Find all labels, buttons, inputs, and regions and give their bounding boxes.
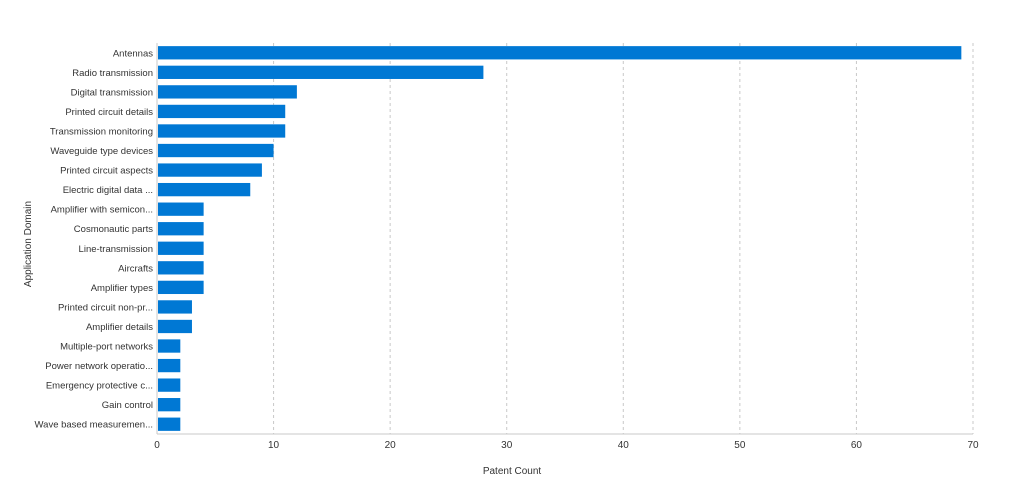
- y-tick-label: Power network operatio...: [45, 361, 153, 372]
- x-tick-label: 70: [967, 440, 979, 451]
- y-tick-label: Transmission monitoring: [50, 126, 153, 137]
- bar[interactable]: [158, 261, 204, 274]
- x-tick-label: 0: [154, 440, 160, 451]
- y-tick-label: Amplifier with semicon...: [51, 205, 153, 216]
- gridlines: [274, 43, 973, 434]
- y-tick-label: Cosmonautic parts: [74, 224, 153, 235]
- x-tick-label: 20: [385, 440, 397, 451]
- bar[interactable]: [158, 85, 297, 98]
- y-tick-label: Gain control: [102, 400, 153, 411]
- bar[interactable]: [158, 144, 274, 157]
- y-tick-label: Waveguide type devices: [50, 146, 153, 157]
- x-tick-label: 50: [734, 440, 746, 451]
- y-tick-label: Emergency protective c...: [46, 381, 153, 392]
- bars: [158, 46, 961, 431]
- bar[interactable]: [158, 359, 180, 372]
- bar[interactable]: [158, 418, 180, 431]
- y-tick-label: Aircrafts: [118, 263, 153, 274]
- y-tick-label: Digital transmission: [71, 87, 153, 98]
- bar[interactable]: [158, 398, 180, 411]
- bar[interactable]: [158, 66, 483, 79]
- x-tick-label: 40: [618, 440, 630, 451]
- bar[interactable]: [158, 281, 204, 294]
- y-axis-title: Application Domain: [23, 201, 34, 287]
- bar[interactable]: [158, 203, 204, 216]
- y-tick-label: Printed circuit aspects: [60, 166, 153, 177]
- bar[interactable]: [158, 124, 285, 137]
- bar[interactable]: [158, 105, 285, 118]
- y-tick-label: Printed circuit details: [65, 107, 153, 118]
- y-tick-label: Line-transmission: [79, 244, 153, 255]
- x-axis-title: Patent Count: [483, 466, 542, 477]
- bar[interactable]: [158, 183, 250, 196]
- bar[interactable]: [158, 320, 192, 333]
- y-tick-label: Antennas: [113, 48, 153, 59]
- bar[interactable]: [158, 378, 180, 391]
- y-tick-label: Electric digital data ...: [63, 185, 153, 196]
- bar[interactable]: [158, 242, 204, 255]
- y-tick-label: Radio transmission: [72, 68, 153, 79]
- bar[interactable]: [158, 300, 192, 313]
- y-tick-label: Amplifier types: [91, 283, 154, 294]
- y-tick-label: Multiple-port networks: [60, 342, 153, 353]
- y-tick-label: Printed circuit non-pr...: [58, 302, 153, 313]
- x-tick-label: 10: [268, 440, 280, 451]
- y-tick-label: Amplifier details: [86, 322, 153, 333]
- bar[interactable]: [158, 163, 262, 176]
- y-tick-label: Wave based measuremen...: [35, 420, 153, 431]
- x-tick-label: 30: [501, 440, 513, 451]
- bar[interactable]: [158, 339, 180, 352]
- x-tick-label: 60: [851, 440, 863, 451]
- bar[interactable]: [158, 222, 204, 235]
- bar[interactable]: [158, 46, 961, 59]
- x-tick-labels: 0 10 20 30 40 50 60 70: [154, 440, 979, 451]
- y-tick-labels: Antennas Radio transmission Digital transm…: [35, 48, 154, 430]
